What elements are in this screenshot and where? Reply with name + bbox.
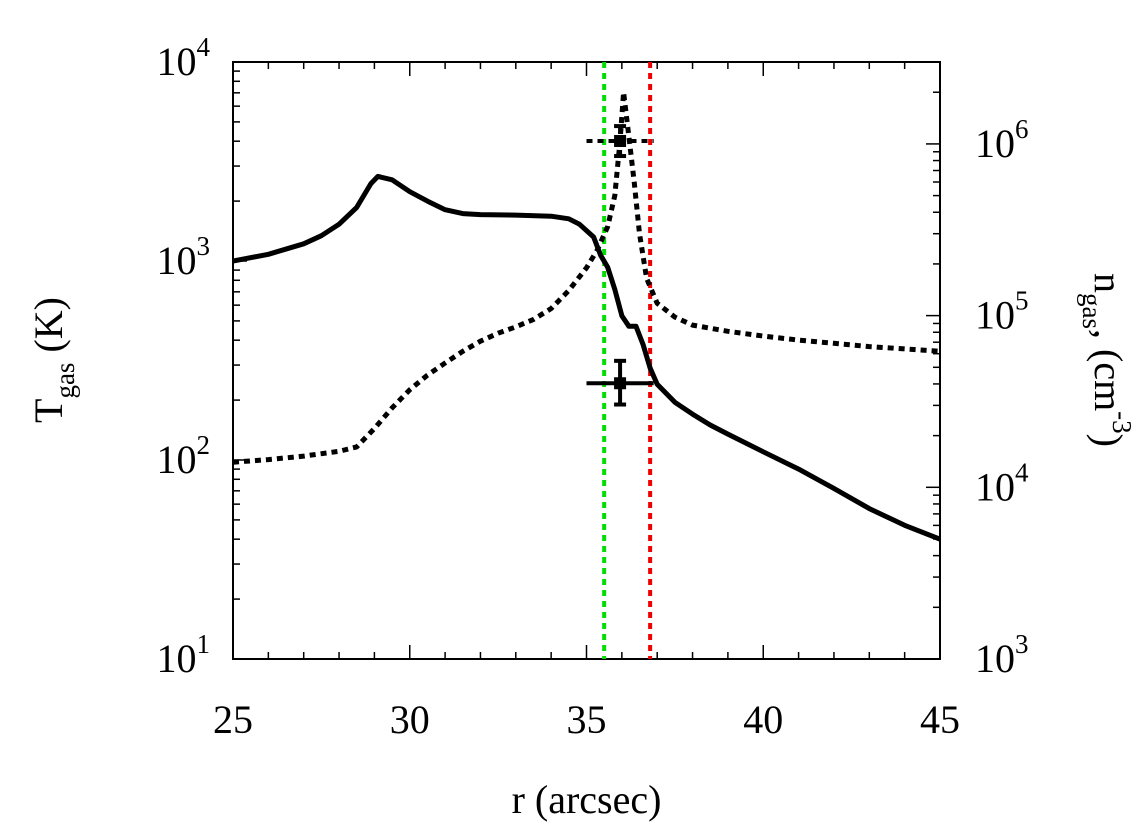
- temperature-error-point: [614, 377, 627, 390]
- density-error-point: [614, 134, 627, 147]
- y-left-axis-label-rest: (K): [26, 297, 71, 363]
- y-right-axis-label-rest2: ): [1086, 434, 1131, 447]
- x-axis-label: r (arcsec): [512, 777, 662, 822]
- y-right-tick-label-base: 10: [975, 464, 1015, 509]
- y-right-axis-label: ngas, (cm-3): [1077, 273, 1137, 447]
- y-left-tick-label-base: 10: [157, 238, 197, 283]
- y-right-tick-label-exponent: 3: [1015, 629, 1029, 659]
- y-right-tick-label-exponent: 5: [1015, 286, 1029, 316]
- y-left-tick-label: 104: [157, 32, 211, 84]
- y-left-tick-label-exponent: 1: [197, 629, 211, 659]
- y-right-axis-label-rest1: , (cm: [1086, 329, 1131, 411]
- y-left-tick-label-base: 10: [157, 437, 197, 482]
- x-tick-label: 30: [390, 697, 430, 742]
- y-right-tick-label-base: 10: [975, 121, 1015, 166]
- x-tick-label: 35: [567, 697, 607, 742]
- y-left-tick-label-exponent: 2: [197, 430, 211, 460]
- y-left-axis-label-main: T: [26, 399, 71, 423]
- y-right-axis-label-sup: -3: [1107, 411, 1137, 434]
- y-left-tick-label-base: 10: [157, 636, 197, 681]
- density-series-line: [233, 89, 940, 465]
- y-left-tick-label-base: 10: [157, 39, 197, 84]
- y-left-tick-label: 101: [157, 629, 211, 681]
- y-right-tick-label: 103: [975, 629, 1029, 681]
- y-right-tick-label-base: 10: [975, 293, 1015, 338]
- y-right-tick-label-exponent: 4: [1015, 457, 1029, 487]
- x-tick-label: 25: [213, 697, 253, 742]
- plot-data-group: [233, 62, 940, 659]
- x-tick-label: 40: [743, 697, 783, 742]
- y-left-tick-label-exponent: 3: [197, 231, 211, 261]
- y-left-tick-label: 102: [157, 430, 211, 482]
- y-right-tick-label-base: 10: [975, 636, 1015, 681]
- x-tick-label: 45: [920, 697, 960, 742]
- temperature-series-line: [233, 173, 940, 542]
- plot-frame: [232, 61, 941, 660]
- y-right-tick-label: 104: [975, 457, 1029, 509]
- y-right-axis-label-sub: gas: [1077, 293, 1107, 329]
- y-right-tick-label-exponent: 6: [1015, 114, 1029, 144]
- y-left-tick-label: 103: [157, 231, 211, 283]
- y-right-tick-label: 106: [975, 114, 1029, 166]
- y-right-axis-label-main: n: [1086, 273, 1131, 293]
- y-left-tick-label-exponent: 4: [197, 32, 211, 62]
- y-right-tick-label: 105: [975, 286, 1029, 338]
- y-left-axis-label-sub: gas: [50, 363, 80, 399]
- y-left-axis-label: Tgas (K): [26, 297, 80, 423]
